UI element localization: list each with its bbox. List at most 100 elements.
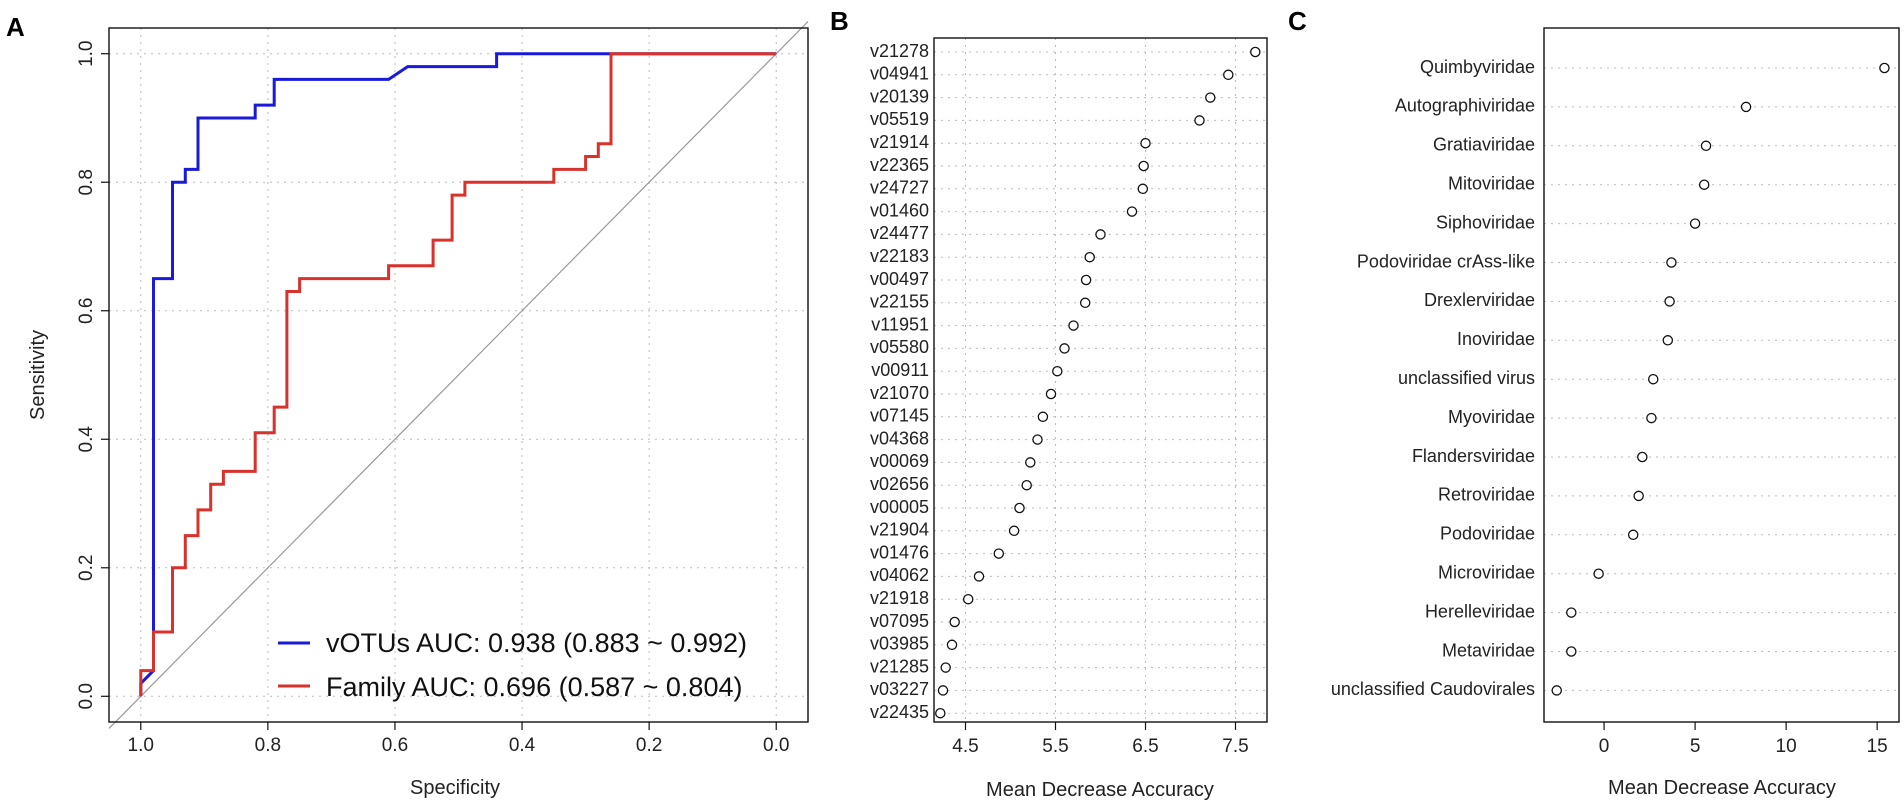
row-label: Siphoviridae: [1436, 212, 1535, 232]
data-point: [993, 548, 1005, 559]
panel-c-plot-frame: [1543, 27, 1900, 723]
panel-c-x-ticks: 0 5 10 15: [1599, 722, 1888, 757]
y-tick-label: 0.6: [76, 298, 97, 324]
x-tick-label: 0.8: [255, 735, 281, 756]
panel-c-dot-chart: C Quimbyviridae Autographiviridae Gratiavi…: [1288, 6, 1900, 799]
data-point: [1662, 335, 1674, 346]
data-point: [1593, 568, 1604, 579]
row-label: Inoviridae: [1457, 329, 1535, 349]
panel-a-y-axis-title: Sensitivity: [27, 330, 49, 420]
row-label: Microviridae: [1438, 562, 1535, 582]
data-point: [1879, 62, 1890, 74]
row-label: v05580: [870, 337, 929, 357]
data-point: [940, 662, 951, 673]
row-label: v01460: [870, 200, 929, 220]
y-tick-label: 0.2: [76, 555, 97, 581]
legend-label-votus: vOTUs AUC: 0.938 (0.883 ~ 0.992): [326, 628, 747, 658]
data-point: [1194, 115, 1205, 126]
x-tick-label: 4.5: [952, 736, 978, 757]
data-point: [1633, 490, 1644, 502]
panel-a-plot-frame: [108, 27, 809, 723]
x-tick-label: 0.6: [382, 735, 408, 756]
panel-c-points: [1551, 62, 1890, 696]
row-label: v00005: [870, 497, 929, 517]
data-point: [1627, 529, 1639, 541]
data-point: [1052, 365, 1063, 377]
data-point: [1126, 206, 1138, 217]
x-tick-label: 0.4: [509, 735, 536, 756]
row-label: Drexlerviridae: [1424, 290, 1535, 310]
data-point: [1700, 140, 1712, 152]
panel-c-letter: C: [1288, 6, 1307, 36]
row-label: v21914: [870, 132, 929, 152]
data-point: [937, 685, 949, 696]
data-point: [1689, 218, 1701, 229]
row-label: Podoviridae crAss-like: [1357, 251, 1535, 271]
row-label: v22435: [870, 702, 929, 722]
x-tick-label: 6.5: [1132, 736, 1158, 757]
row-label: v00497: [870, 269, 929, 289]
x-tick-label: 10: [1776, 736, 1797, 757]
data-point: [1025, 457, 1036, 468]
row-label: v04941: [870, 64, 929, 84]
row-label: Flandersviridae: [1412, 446, 1535, 466]
series-line-votus: [139, 52, 777, 697]
row-label: v11951: [871, 314, 929, 334]
data-point: [1008, 525, 1020, 537]
y-tick-label: 0.8: [76, 169, 97, 195]
row-label: v07095: [870, 611, 929, 631]
row-label: unclassified virus: [1398, 368, 1535, 388]
panel-b-letter: B: [830, 6, 849, 36]
data-point: [1032, 434, 1043, 445]
panel-a-legend: vOTUs AUC: 0.938 (0.883 ~ 0.992) Family …: [278, 628, 747, 702]
row-label: v22183: [870, 246, 929, 266]
data-point: [1664, 296, 1675, 307]
row-label: v07145: [870, 406, 929, 426]
panel-c-row-labels: Quimbyviridae Autographiviridae Gratiaviri…: [1331, 57, 1535, 699]
data-point: [1137, 183, 1149, 195]
panel-b-points: [935, 46, 1261, 719]
data-point: [1014, 502, 1025, 514]
row-label: v01476: [870, 542, 929, 562]
y-tick-label: 1.0: [76, 40, 97, 66]
x-tick-label: 5: [1690, 736, 1701, 757]
row-label: v22155: [870, 292, 929, 312]
data-point: [1223, 69, 1234, 81]
panel-c-grid: [1544, 67, 1899, 691]
panel-a-letter: A: [6, 12, 25, 42]
data-point: [973, 571, 985, 582]
series-line-family: [139, 52, 777, 697]
row-label: v04368: [870, 428, 929, 448]
data-point: [1698, 179, 1710, 190]
panel-a-roc-chart: A 1.0 0.8 0.6 0.4 0.2 0.0 0.00.20.40.60.81.0 …: [6, 12, 809, 799]
data-point: [1637, 451, 1648, 463]
panel-a-x-ticks: 1.0 0.8 0.6 0.4 0.2 0.0: [128, 722, 789, 756]
panel-a-series: [139, 52, 777, 697]
row-label: Herelleviridae: [1425, 601, 1535, 621]
x-tick-label: 0.2: [636, 735, 662, 756]
row-label: Gratiaviridae: [1433, 135, 1535, 155]
panel-b-dot-chart: B v21278v04941v20139v05519v21914v22365v2…: [830, 6, 1268, 801]
data-point: [1250, 46, 1261, 58]
data-point: [1646, 412, 1657, 424]
panel-c-x-axis-title: Mean Decrease Accuracy: [1608, 777, 1836, 799]
row-label: v21278: [870, 41, 929, 61]
row-label: v03985: [870, 634, 929, 654]
data-point: [1045, 388, 1057, 400]
row-label: Myoviridae: [1448, 407, 1535, 427]
row-label: Quimbyviridae: [1420, 57, 1535, 77]
row-label: v04062: [870, 565, 929, 585]
data-point: [1021, 479, 1032, 491]
row-label: v21918: [870, 588, 929, 608]
data-point: [1059, 343, 1070, 354]
data-point: [1080, 274, 1092, 286]
data-point: [949, 616, 960, 628]
row-label: v20139: [870, 86, 929, 106]
panel-b-x-axis-title: Mean Decrease Accuracy: [986, 779, 1214, 801]
data-point: [1138, 160, 1149, 172]
row-label: v00911: [871, 360, 929, 380]
row-label: Retroviridae: [1438, 485, 1535, 505]
data-point: [1037, 411, 1049, 423]
panel-b-x-ticks: 4.5 5.5 6.5 7.5: [952, 722, 1249, 757]
